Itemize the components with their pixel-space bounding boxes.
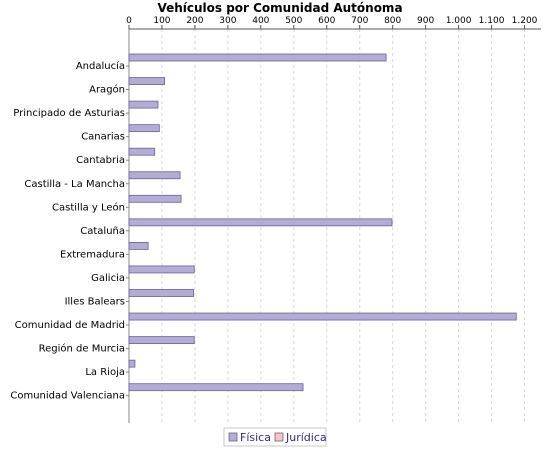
category-label: Comunidad de Madrid [15, 320, 125, 331]
bar-fisica [128, 147, 156, 156]
x-tick-label: 300 [219, 16, 236, 26]
x-tick-label: 1.100 [479, 16, 505, 26]
x-tick-label: 100 [153, 16, 170, 26]
category-label: Cantabria [76, 155, 125, 166]
bars [128, 53, 517, 392]
category-label: Cataluña [80, 226, 125, 237]
category-label: Comunidad Valenciana [10, 391, 125, 402]
bar-fisica [128, 383, 304, 392]
x-tick-label: 700 [351, 16, 368, 26]
legend-label: Física [240, 431, 271, 444]
x-tick-label: 1.200 [512, 16, 538, 26]
category-label: Galicia [91, 273, 125, 284]
x-tick-label: 0 [126, 16, 132, 26]
x-tick-label: 400 [252, 16, 269, 26]
y-axis: Andalucía Aragón Principado de Asturias Can… [10, 60, 129, 402]
category-label: Illes Balears [65, 297, 125, 308]
x-tick-label: 1.000 [446, 16, 472, 26]
legend-swatch [228, 432, 238, 442]
bar-fisica [128, 53, 387, 62]
bar-fisica [128, 265, 195, 274]
bar-fisica [128, 289, 195, 297]
x-tick-label: 900 [417, 16, 434, 26]
x-axis: 0 100 200 300 400 500 600 700 800 900 1.000 1.100 1.… [126, 16, 541, 423]
bar-fisica [128, 359, 136, 368]
bar-fisica [128, 241, 149, 250]
bar-fisica [128, 336, 195, 345]
bar-fisica [128, 171, 181, 180]
category-label: Región de Murcia [39, 343, 125, 355]
category-label: Aragón [89, 84, 125, 96]
bar-fisica [128, 100, 159, 109]
bar-fisica [128, 194, 182, 203]
category-label: Extremadura [60, 249, 125, 260]
x-tick-label: 200 [186, 16, 203, 26]
category-label: Castilla - La Mancha [24, 179, 125, 190]
x-tick-label: 800 [384, 16, 401, 26]
category-label: Andalucía [76, 60, 125, 72]
legend-label: Jurídica [285, 431, 327, 444]
category-label: Canarias [81, 132, 125, 143]
legend-swatch [274, 432, 284, 442]
bar-fisica [128, 124, 160, 133]
x-tick-label: 500 [285, 16, 302, 26]
bar-fisica [128, 77, 165, 85]
bar-fisica [128, 218, 393, 227]
bar-fisica [128, 312, 517, 321]
chart-title: Vehículos por Comunidad Autónoma [157, 1, 402, 15]
x-tick-label: 600 [318, 16, 335, 26]
category-label: Castilla y León [52, 201, 125, 213]
category-label: La Rioja [85, 367, 125, 378]
category-label: Principado de Asturias [13, 108, 125, 119]
legend: Física Jurídica [223, 427, 327, 447]
